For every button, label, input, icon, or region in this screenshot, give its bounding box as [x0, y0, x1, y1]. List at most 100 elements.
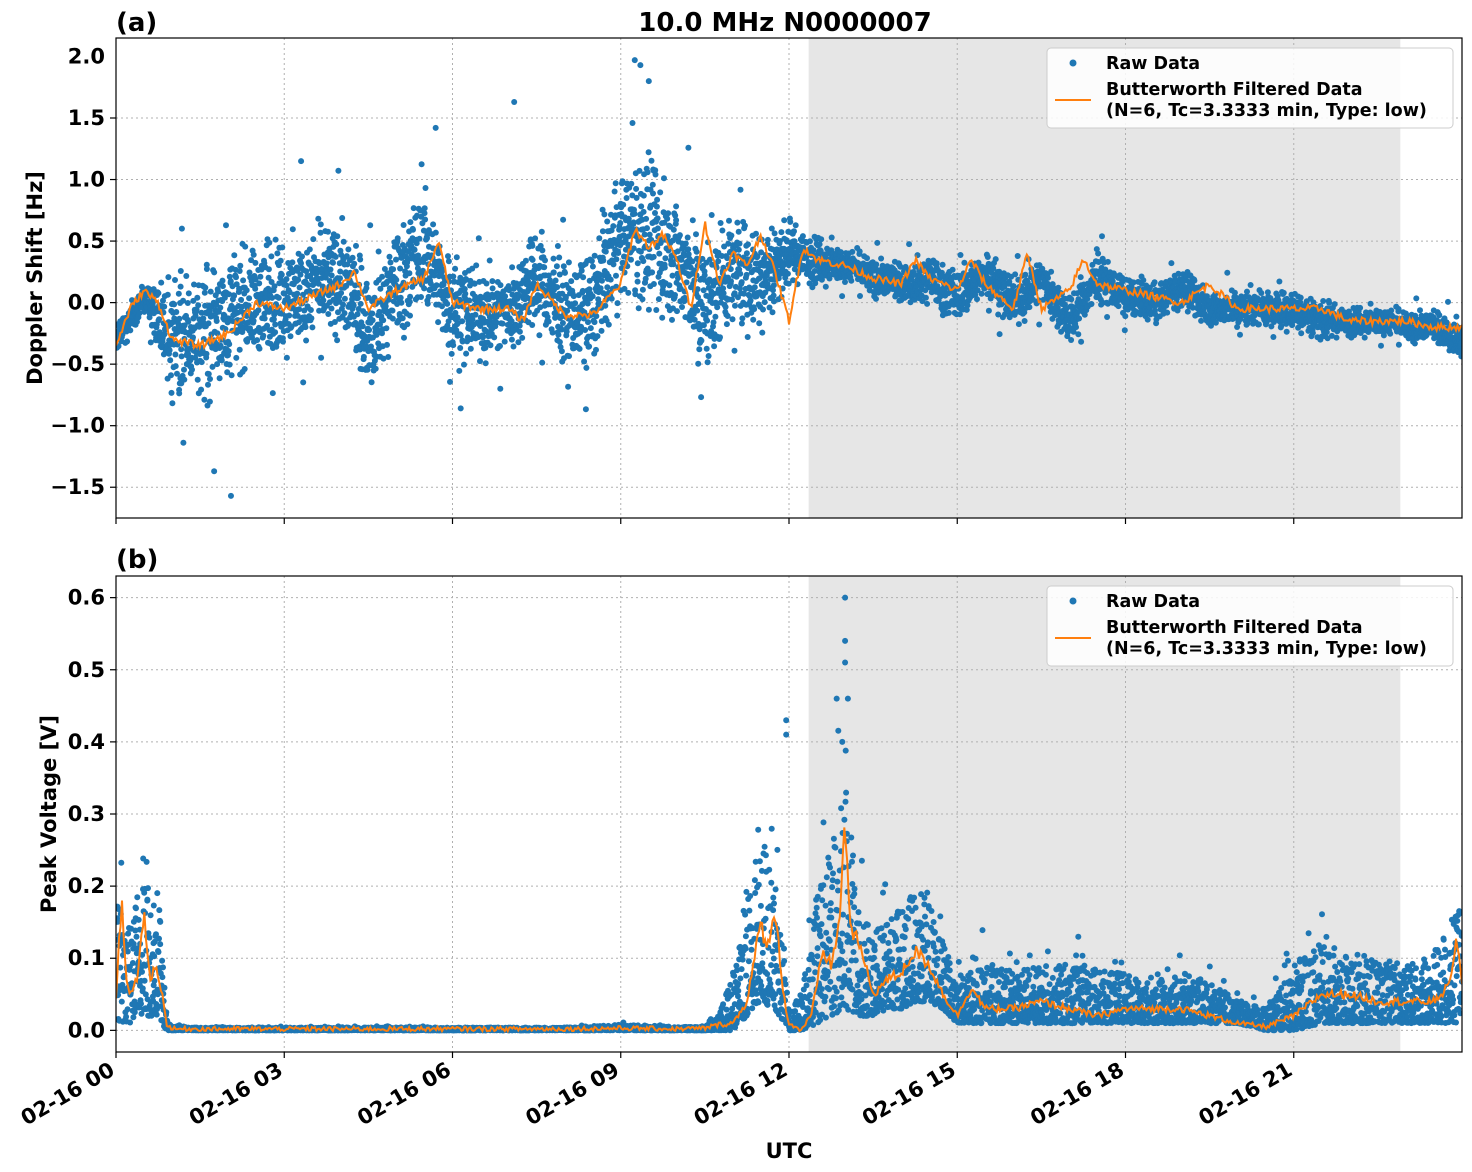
raw-data-point: [385, 354, 392, 360]
raw-data-point: [741, 222, 748, 229]
raw-data-point: [354, 311, 361, 318]
raw-data-point: [1115, 303, 1122, 310]
raw-data-point: [327, 266, 334, 273]
raw-data-point: [246, 269, 253, 276]
raw-data-point: [974, 296, 980, 303]
raw-data-point: [614, 300, 621, 307]
raw-data-point: [349, 254, 356, 261]
raw-data-point: [729, 316, 736, 323]
raw-data-point: [334, 337, 341, 344]
raw-data-point: [167, 357, 174, 364]
raw-data-point: [469, 316, 476, 323]
raw-data-point: [694, 307, 701, 314]
raw-data-point: [147, 339, 154, 346]
raw-data-point: [457, 405, 464, 412]
raw-data-point: [661, 175, 667, 182]
raw-data-point: [698, 337, 705, 344]
raw-data-point: [309, 324, 316, 331]
raw-data-point: [330, 259, 336, 266]
raw-data-series: [116, 57, 1462, 499]
raw-data-point: [171, 301, 178, 308]
raw-data-point: [572, 300, 579, 307]
raw-data-point: [549, 329, 556, 336]
raw-data-point: [738, 320, 745, 327]
raw-data-point: [325, 311, 332, 317]
raw-data-point: [650, 190, 656, 197]
raw-data-point: [519, 334, 526, 341]
raw-data-point: [177, 268, 184, 274]
raw-data-point: [362, 310, 369, 317]
raw-data-point: [404, 321, 411, 328]
raw-data-point: [848, 277, 855, 284]
raw-data-point: [1014, 253, 1021, 259]
raw-data-point: [640, 192, 647, 199]
raw-data-point: [425, 293, 432, 300]
raw-data-point: [295, 276, 302, 283]
raw-data-point: [215, 288, 222, 295]
raw-data-point: [1333, 334, 1340, 341]
raw-data-point: [421, 285, 428, 292]
raw-data-point: [195, 302, 202, 309]
raw-data-point: [828, 234, 835, 241]
raw-data-point: [406, 270, 413, 277]
raw-data-point: [726, 217, 732, 224]
raw-data-point: [669, 316, 675, 323]
raw-data-point: [734, 219, 741, 226]
raw-data-point: [1164, 309, 1171, 316]
raw-data-point: [570, 293, 577, 300]
raw-data-point: [296, 284, 303, 291]
raw-data-point: [784, 270, 791, 277]
raw-data-point: [744, 334, 751, 340]
raw-data-point: [190, 297, 197, 304]
raw-data-point: [482, 360, 489, 367]
raw-data-point: [1022, 271, 1029, 278]
raw-data-point: [310, 236, 317, 243]
raw-data-point: [424, 235, 430, 242]
raw-data-point: [297, 271, 304, 278]
figure-title: 10.0 MHz N0000007: [638, 8, 931, 38]
raw-data-point: [213, 318, 220, 324]
raw-data-point: [323, 260, 330, 267]
raw-data-point: [1255, 321, 1262, 328]
raw-data-point: [302, 324, 309, 331]
raw-data-point: [1099, 233, 1105, 240]
raw-data-point: [435, 319, 442, 326]
raw-data-point: [136, 310, 143, 317]
raw-data-point: [705, 353, 712, 359]
raw-data-point: [639, 296, 646, 303]
raw-data-point: [379, 273, 386, 280]
raw-data-point: [770, 292, 777, 299]
raw-data-point: [424, 300, 431, 307]
raw-data-point: [368, 379, 375, 386]
raw-data-point: [369, 310, 376, 317]
raw-data-point: [416, 235, 423, 242]
raw-data-point: [435, 250, 442, 257]
raw-data-point: [181, 366, 187, 373]
raw-data-point: [634, 271, 641, 278]
raw-data-point: [666, 282, 673, 289]
raw-data-point: [787, 218, 794, 225]
raw-data-point: [1121, 327, 1128, 334]
raw-data-point: [415, 252, 422, 259]
raw-data-point: [558, 326, 565, 333]
raw-data-point: [203, 261, 210, 268]
raw-data-point: [1045, 274, 1051, 281]
raw-data-point: [604, 284, 611, 291]
raw-data-point: [673, 217, 680, 224]
raw-data-point: [614, 312, 621, 319]
raw-data-point: [550, 269, 557, 276]
raw-data-point: [553, 263, 560, 270]
raw-data-point: [209, 363, 216, 370]
raw-data-point: [670, 226, 677, 233]
raw-data-point: [401, 334, 407, 341]
raw-data-point: [407, 312, 413, 319]
raw-data-point: [529, 256, 536, 263]
raw-data-point: [992, 256, 999, 263]
raw-data-point: [556, 271, 563, 278]
raw-data-point: [368, 343, 374, 350]
raw-data-point: [539, 359, 546, 366]
raw-data-point: [664, 215, 671, 222]
raw-data-point: [594, 333, 601, 340]
raw-data-point: [445, 258, 452, 265]
raw-data-point: [393, 276, 400, 283]
